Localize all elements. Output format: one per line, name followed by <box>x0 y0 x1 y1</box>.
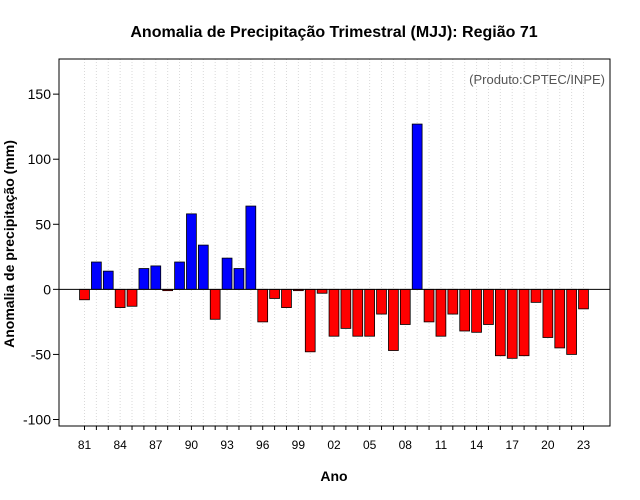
bar-2008 <box>399 288 411 325</box>
y-axis: -100 -50 0 50 100 150 <box>23 86 59 427</box>
bar-1991 <box>197 244 209 290</box>
bar-1981 <box>79 288 90 301</box>
x-tick-label: 23 <box>577 438 591 452</box>
bar-1998 <box>281 288 292 308</box>
x-tick-label: 11 <box>435 438 448 452</box>
bar-2000 <box>304 288 316 353</box>
bar-2002 <box>328 288 340 337</box>
bar-2010 <box>423 288 435 323</box>
bar-1984 <box>114 288 126 308</box>
bar-2022 <box>566 288 577 355</box>
bar-2009 <box>411 123 423 290</box>
bar-1992 <box>209 288 221 320</box>
bar-2017 <box>506 288 518 359</box>
bar-1982 <box>91 261 102 290</box>
x-tick-label: 05 <box>363 438 377 452</box>
bar-1990 <box>186 213 197 290</box>
bar-2016 <box>495 288 506 357</box>
y-tick-label: 150 <box>28 86 52 102</box>
bar-2006 <box>376 288 387 315</box>
bar-2013 <box>459 288 471 332</box>
y-tick-label: 50 <box>35 216 51 232</box>
x-tick-label: 90 <box>185 438 199 452</box>
bar-1985 <box>126 288 138 307</box>
y-tick-label: 0 <box>43 281 51 297</box>
bar-2005 <box>364 288 375 337</box>
bar-2023 <box>578 288 589 310</box>
bar-2004 <box>352 288 364 337</box>
x-tick-label: 99 <box>292 438 306 452</box>
y-axis-label: Anomalia de precipitação (mm) <box>1 140 17 348</box>
bar-1996 <box>257 288 269 323</box>
bar-1995 <box>245 205 257 290</box>
bar-2019 <box>530 288 542 303</box>
bar-1993 <box>221 257 233 290</box>
grid-lines <box>84 59 584 426</box>
bar-1986 <box>138 268 150 290</box>
x-tick-label: 96 <box>256 438 270 452</box>
bar-2020 <box>542 288 554 338</box>
y-tick-label: 100 <box>28 151 52 167</box>
bar-1987 <box>150 265 162 290</box>
bars <box>79 123 589 359</box>
y-tick-label: -100 <box>23 411 51 427</box>
x-tick-label: 08 <box>399 438 413 452</box>
bar-2015 <box>483 288 494 325</box>
bar-1997 <box>269 288 280 299</box>
x-tick-label: 87 <box>149 438 163 452</box>
bar-2007 <box>388 288 399 351</box>
x-tick-label: 02 <box>327 438 341 452</box>
credit-label: (Produto:CPTEC/INPE) <box>469 72 605 87</box>
chart-title: Anomalia de Precipitação Trimestral (MJJ… <box>130 24 537 41</box>
bar-2011 <box>435 288 447 337</box>
x-tick-label: 14 <box>470 438 484 452</box>
x-tick-label: 17 <box>506 438 520 452</box>
bar-2021 <box>554 288 566 349</box>
bar-2014 <box>471 288 482 333</box>
y-tick-label: -50 <box>31 346 51 362</box>
x-axis-label: Ano <box>320 468 347 484</box>
bar-2012 <box>447 288 459 315</box>
x-tick-label: 84 <box>113 438 127 452</box>
bar-2001 <box>316 288 328 294</box>
bar-1983 <box>102 270 114 290</box>
bar-2018 <box>518 288 530 357</box>
x-tick-label: 81 <box>78 438 92 452</box>
bar-2003 <box>340 288 352 329</box>
x-tick-label: 20 <box>541 438 555 452</box>
bar-1989 <box>174 261 185 290</box>
bar-1994 <box>233 268 245 290</box>
x-axis: 81 84 87 90 93 96 99 02 05 08 11 14 17 20 23 <box>78 426 591 452</box>
x-tick-label: 93 <box>220 438 234 452</box>
